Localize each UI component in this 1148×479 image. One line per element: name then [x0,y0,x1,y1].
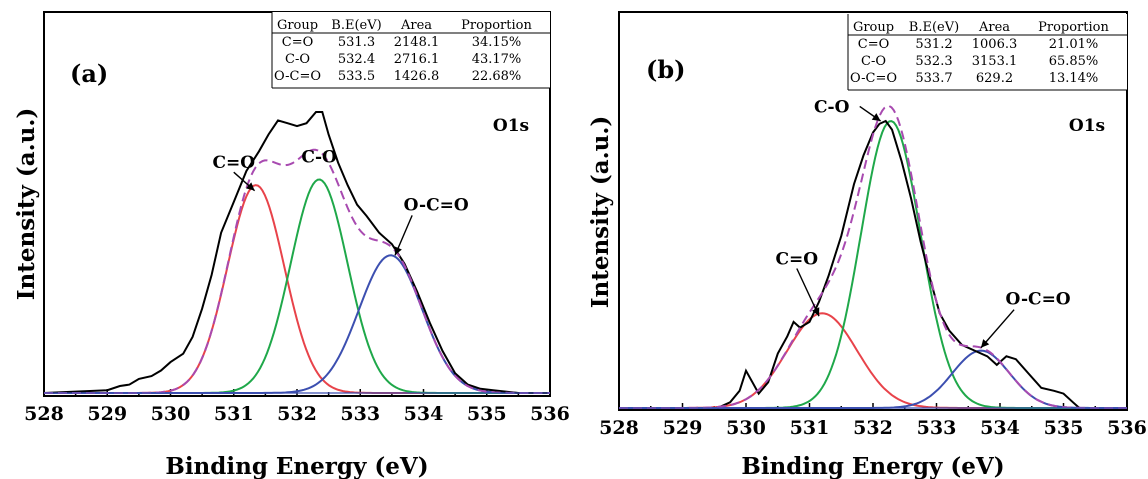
table-cell: 629.2 [976,71,1013,86]
fit-curve-ceqo [619,312,1127,409]
table-cell: 1006.3 [972,37,1018,52]
table-background [272,12,550,88]
x-tick-label: 529 [87,403,127,425]
x-tick-label: 528 [599,417,639,439]
measured-spectrum [716,119,1081,409]
table-cell: C-O [861,54,886,69]
table-cell: 34.15% [472,35,522,50]
x-axis-title: Binding Energy (eV) [741,453,1004,479]
table-cell: 532.3 [915,54,952,69]
panel-label: (b) [646,55,686,84]
x-tick-label: 536 [530,403,570,425]
table-cell: 533.5 [338,69,375,84]
arrow-head [871,113,881,121]
fit-curve-c-o [619,120,1127,409]
species-label: O1s [493,116,529,136]
x-tick-label: 532 [853,417,893,439]
table-header-cell: Area [978,20,1010,35]
table-cell: 533.7 [915,71,952,86]
y-axis-title: Intensity (a.u.) [587,116,614,309]
x-tick-label: 535 [467,403,507,425]
peak-label: C-O [814,97,850,117]
arrow-head [394,246,402,256]
peak-arrow [796,268,820,317]
table-cell: 43.17% [472,52,522,67]
table-header-cell: Proportion [1038,20,1109,35]
x-tick-label: 530 [151,403,191,425]
xps-panel-a: 528 529 530 531 532 533 534 535 536 Binding Energ… [13,11,570,479]
x-tick-label: 530 [726,417,766,439]
table-cell: 22.68% [472,69,522,84]
fit-curve-c-o [44,178,550,394]
arrow-head [245,182,255,191]
table-cell: 2148.1 [394,35,440,50]
table-background [848,14,1127,90]
fit-envelope [619,104,1127,409]
table-cell: 2716.1 [394,52,440,67]
xps-panel-b: 528 529 530 531 532 533 534 535 536 Binding Energ… [587,11,1147,479]
fit-envelope [44,148,550,394]
peak-arrow [980,309,1015,349]
peak-label: O-C=O [1006,290,1071,310]
table-header-cell: Area [400,18,432,33]
peak-label: C=O [776,250,819,270]
table-header-cell: Group [277,18,318,33]
x-tick-label: 529 [663,417,703,439]
x-axis-title: Binding Energy (eV) [165,453,428,479]
x-tick-label: 533 [917,417,957,439]
fit-results-table: Group B.E(eV) Area Proportion C=O 531.2 1006.3… [847,14,1127,91]
table-header-cell: B.E(eV) [909,20,959,35]
table-header-cell: B.E(eV) [331,18,381,33]
x-tick-label: 531 [214,403,254,425]
arrow-head [812,307,820,317]
x-tick-label: 532 [277,403,317,425]
x-tick-label: 531 [790,417,830,439]
arrow-head [980,339,990,348]
panel-label: (a) [70,59,108,88]
table-cell: 1426.8 [394,69,440,84]
table-cell: 532.4 [338,52,375,67]
peak-label: C=O [212,153,255,173]
table-cell: C-O [285,52,310,67]
x-tick-label: 535 [1044,417,1084,439]
fit-results-table: Group B.E(eV) Area Proportion C=O 531.3 2148.1… [271,12,550,89]
x-tick-label: 528 [24,403,64,425]
fit-curve-o-ceqo [619,349,1127,409]
y-axis-title: Intensity (a.u.) [13,108,40,301]
measured-spectrum [43,111,550,394]
x-tick-label: 536 [1107,417,1147,439]
table-cell: 531.2 [915,37,952,52]
table-cell: 3153.1 [972,54,1018,69]
table-cell: 65.85% [1049,54,1099,69]
x-tick-label: 533 [340,403,380,425]
table-cell: 13.14% [1049,71,1099,86]
peak-label: O-C=O [404,195,469,215]
table-cell: C=O [282,35,314,50]
table-cell: O-C=O [274,69,321,84]
x-tick-label: 534 [404,403,444,425]
table-header-cell: Group [853,20,894,35]
table-cell: 21.01% [1049,37,1099,52]
table-cell: C=O [858,37,890,52]
species-label: O1s [1069,116,1105,136]
x-tick-label: 534 [980,417,1020,439]
fit-curve-ceqo [44,184,550,394]
table-cell: 531.3 [338,35,375,50]
table-header-cell: Proportion [461,18,532,33]
peak-label: C-O [301,148,337,168]
table-cell: O-C=O [850,71,897,86]
fit-curve-o-ceqo [44,254,550,394]
